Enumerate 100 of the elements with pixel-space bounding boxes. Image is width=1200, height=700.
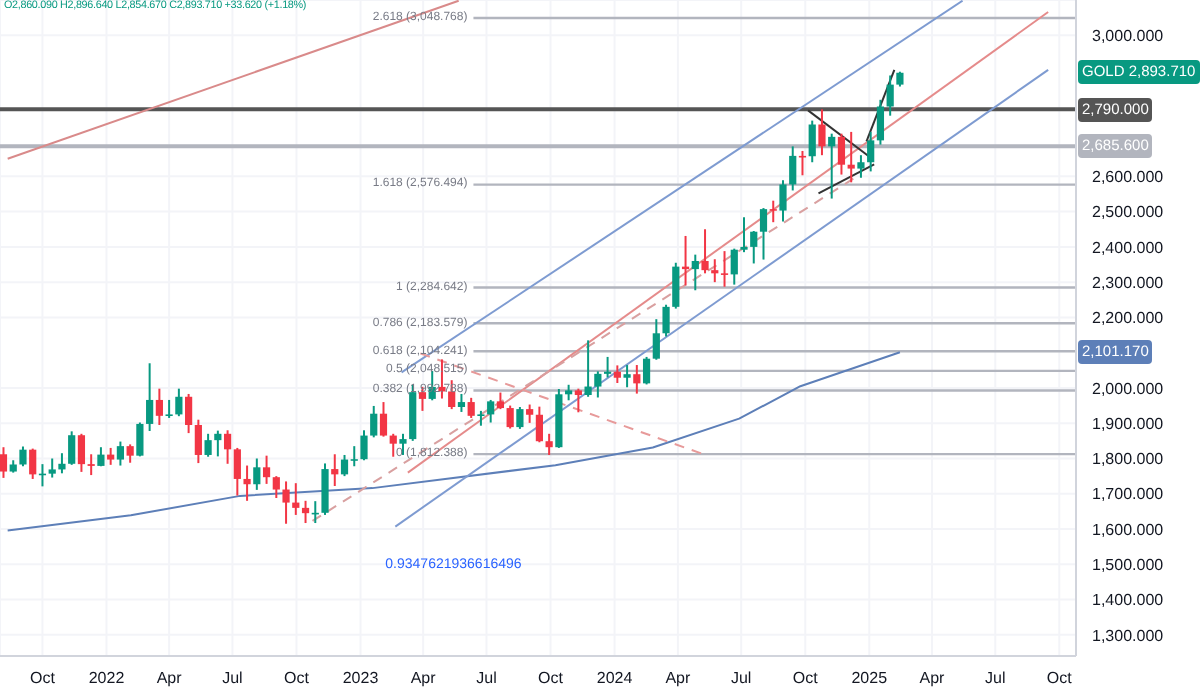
candlestick: [623, 364, 631, 389]
candlestick: [77, 432, 86, 473]
candlestick: [584, 339, 592, 398]
x-tick-label: Oct: [1046, 669, 1074, 688]
x-tick-label: Oct: [284, 669, 311, 688]
x-tick-label: Jul: [985, 669, 1006, 688]
candlestick: [506, 404, 514, 430]
candlestick: [857, 154, 865, 179]
x-tick-label: Jul: [730, 669, 752, 688]
candlestick: [701, 228, 709, 275]
candlestick: [282, 480, 290, 525]
candlestick: [331, 453, 339, 487]
x-tick-label: 2024: [596, 669, 634, 688]
candlestick: [711, 258, 719, 284]
candlestick: [516, 406, 524, 430]
candlestick: [399, 432, 407, 456]
candlestick: [691, 253, 699, 292]
y-tick-label: 2,200.000: [1092, 309, 1165, 328]
x-tick-label: Oct: [30, 669, 57, 688]
candlestick: [672, 261, 680, 310]
candlestick: [194, 418, 202, 465]
x-tick-label: Oct: [792, 669, 820, 688]
candlestick: [233, 446, 241, 497]
candlestick: [155, 387, 163, 426]
y-tick-label: 2,000.000: [1092, 379, 1165, 398]
candlestick: [808, 119, 816, 164]
candlestick: [730, 247, 738, 286]
candlestick: [204, 432, 212, 458]
candlestick: [87, 453, 95, 477]
candlestick: [652, 318, 660, 361]
candlestick: [886, 74, 894, 117]
candlestick: [759, 207, 768, 261]
candlestick: [876, 98, 885, 146]
y-tick-label: 2,300.000: [1092, 273, 1165, 292]
candlestick: [48, 457, 56, 479]
y-tick-label: 1,700.000: [1092, 485, 1165, 504]
y-tick-label: 1,600.000: [1092, 520, 1165, 539]
candlestick: [29, 447, 37, 480]
candlestick: [58, 452, 66, 475]
x-tick-label: Jul: [476, 669, 498, 688]
candlestick: [175, 387, 183, 418]
candlestick: [545, 432, 553, 456]
x-tick-label: Oct: [538, 669, 565, 688]
candlestick: [370, 404, 378, 439]
candlestick: [818, 108, 826, 157]
candlestick: [272, 475, 280, 499]
candlestick: [146, 362, 154, 432]
candlestick: [574, 387, 582, 414]
y-tick-label: 2,400.000: [1092, 238, 1165, 257]
x-tick-label: 2022: [88, 669, 126, 688]
candlestick: [321, 462, 329, 516]
candlestick: [292, 482, 300, 516]
candlestick: [136, 421, 144, 458]
candlestick: [68, 430, 76, 466]
candlestick: [867, 130, 875, 173]
candlestick: [526, 403, 534, 424]
y-tick-label: 1,900.000: [1092, 414, 1165, 433]
candlestick: [828, 132, 836, 200]
y-tick-label: 2,500.000: [1092, 203, 1165, 222]
x-tick-label: Apr: [156, 669, 183, 688]
x-tick-label: 2025: [851, 669, 889, 688]
candlestick: [0, 446, 8, 479]
candlestick: [604, 355, 612, 379]
candlestick: [389, 432, 397, 458]
x-tick-label: Apr: [919, 669, 946, 688]
x-tick-label: Apr: [410, 669, 437, 688]
y-tick-label: 2,600.000: [1092, 168, 1165, 187]
candlestick: [487, 398, 495, 424]
x-tick-label: 2023: [342, 669, 380, 688]
candlestick: [740, 216, 748, 254]
candlestick: [847, 130, 855, 184]
candlestick: [116, 440, 125, 467]
candlestick: [789, 145, 797, 192]
y-tick-label: 1,300.000: [1092, 626, 1165, 645]
candlestick: [126, 443, 134, 464]
candlestick: [223, 429, 232, 465]
candlestick: [379, 401, 388, 438]
y-tick-label: 1,500.000: [1092, 555, 1165, 574]
candlestick: [837, 132, 846, 176]
candlestick: [769, 199, 777, 224]
y-tick-label: 1,800.000: [1092, 450, 1165, 469]
candlestick: [19, 445, 27, 468]
y-tick-label: 3,000.000: [1092, 26, 1165, 45]
candlestick: [662, 303, 670, 338]
candlestick: [467, 396, 475, 419]
candlestick: [301, 499, 310, 525]
x-tick-label: Apr: [665, 669, 692, 688]
x-tick-label: Jul: [222, 669, 244, 688]
candlestick: [642, 355, 651, 386]
candlestick: [633, 364, 641, 395]
y-tick-label: 1,400.000: [1092, 591, 1165, 610]
candlestick: [594, 370, 602, 399]
candlestick: [720, 250, 729, 288]
candlestick: [750, 230, 758, 265]
candlestick: [185, 392, 193, 435]
candlestick: [535, 405, 543, 444]
candlestick: [243, 464, 251, 502]
candlestick: [779, 179, 787, 223]
candlestick: [262, 454, 271, 485]
candlestick: [214, 429, 222, 458]
